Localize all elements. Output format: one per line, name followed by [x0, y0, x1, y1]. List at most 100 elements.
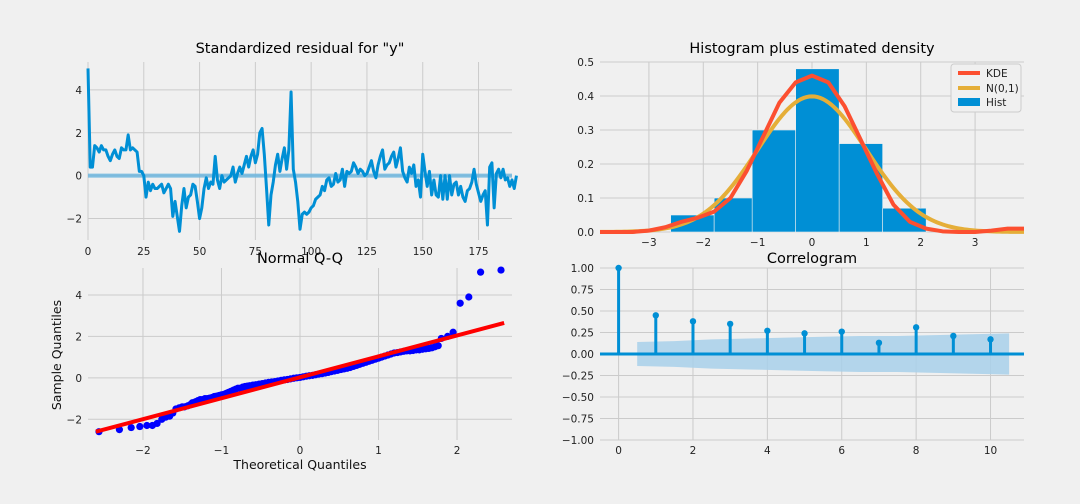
- y-tick-label: 2: [75, 128, 82, 140]
- y-tick-label: 0.3: [577, 125, 594, 137]
- qq-point: [456, 299, 464, 307]
- residual-title: Standardized residual for "y": [196, 41, 405, 57]
- x-tick-label: 1: [375, 445, 382, 457]
- histogram-bar: [713, 197, 753, 233]
- qq-panel: −2 −1 0 1 2 −2 0 2 4 Normal Q-Q Theoretical Quan…: [49, 251, 512, 472]
- qq-point: [476, 268, 485, 276]
- x-tick-label: 2: [454, 445, 461, 457]
- residual-marks: [86, 68, 518, 233]
- qq-title: Normal Q-Q: [257, 251, 343, 267]
- acf-marker: [764, 327, 771, 334]
- acf-marker: [801, 330, 808, 337]
- y-tick-label: 4: [75, 85, 82, 97]
- residual-panel: 0 25 50 75 100 125 150 175 −2 0 2 4 Standardized re…: [67, 41, 518, 258]
- y-tick-label: 4: [75, 290, 82, 302]
- x-tick-label: 4: [764, 445, 771, 457]
- y-tick-label: 0.2: [577, 159, 594, 171]
- correlogram-title: Correlogram: [767, 251, 857, 267]
- correlogram-panel: 0 2 4 6 8 10 −1.00 −0.75 −0.50 −0.25 0.00 0.25 0.50 0…: [562, 251, 1024, 457]
- x-tick-label: 50: [193, 246, 206, 258]
- x-tick-label: −1: [750, 237, 765, 249]
- histogram-title: Histogram plus estimated density: [689, 41, 935, 57]
- correlogram-marks: [600, 264, 1024, 375]
- acf-marker: [912, 324, 920, 331]
- y-tick-label: −2: [67, 214, 82, 226]
- histogram-legend: KDE N(0,1) Hist: [950, 63, 1022, 113]
- residual-plot-area: [88, 62, 512, 240]
- y-tick-label: −0.75: [562, 414, 594, 426]
- qq-reference-line: [95, 320, 505, 434]
- x-tick-label: 75: [249, 246, 262, 258]
- legend-hist-label: Hist: [986, 97, 1006, 109]
- qq-xlabel: Theoretical Quantiles: [232, 457, 366, 472]
- qq-point: [465, 293, 473, 301]
- qq-grid: [88, 268, 512, 440]
- y-tick-label: 0: [75, 373, 82, 385]
- qq-point: [497, 266, 505, 274]
- x-tick-label: 100: [301, 246, 321, 258]
- y-tick-label: −0.25: [562, 371, 594, 383]
- qq-tick-labels: −2 −1 0 1 2 −2 0 2 4: [67, 290, 461, 457]
- x-tick-label: 175: [469, 246, 489, 258]
- acf-marker: [652, 312, 659, 319]
- histogram-tick-labels: −3 −2 −1 0 1 2 3 0.0 0.1 0.2 0.3 0.4 0.5: [577, 57, 978, 249]
- qq-point: [143, 421, 151, 430]
- correlogram-tick-labels: 0 2 4 6 8 10 −1.00 −0.75 −0.50 −0.25 0.00 0.25 0.50 0…: [562, 263, 997, 457]
- x-tick-label: −2: [135, 445, 150, 457]
- histogram-panel: −3 −2 −1 0 1 2 3 0.0 0.1 0.2 0.3 0.4 0.5 Histogram p…: [577, 41, 1025, 249]
- x-tick-label: 125: [357, 246, 377, 258]
- x-tick-label: 1: [863, 237, 870, 249]
- acf-marker: [875, 339, 883, 347]
- qq-point: [127, 423, 135, 432]
- x-tick-label: 0: [85, 246, 92, 258]
- legend-normal-label: N(0,1): [986, 83, 1019, 95]
- legend-kde-label: KDE: [986, 68, 1008, 80]
- histogram-bar: [838, 143, 883, 233]
- y-tick-label: 0: [75, 171, 82, 183]
- y-tick-label: 1.00: [571, 263, 594, 275]
- x-tick-label: 2: [690, 445, 697, 457]
- acf-marker: [615, 264, 622, 272]
- y-tick-label: −0.50: [562, 392, 594, 404]
- qq-point: [434, 342, 442, 350]
- y-tick-label: 0.25: [571, 328, 594, 340]
- x-tick-label: 0: [615, 445, 622, 457]
- acf-marker: [838, 328, 845, 335]
- y-tick-label: 2: [75, 331, 82, 343]
- x-tick-label: 0: [809, 237, 816, 249]
- x-tick-label: −2: [696, 237, 711, 249]
- x-tick-label: −3: [641, 237, 656, 249]
- qq-marks: [95, 266, 505, 436]
- x-tick-label: 8: [913, 445, 920, 457]
- acf-marker: [689, 318, 697, 325]
- x-tick-label: 150: [413, 246, 433, 258]
- y-tick-label: −1.00: [562, 435, 594, 447]
- y-tick-label: 0.4: [577, 91, 594, 103]
- x-tick-label: 3: [972, 237, 979, 249]
- acf-marker: [950, 332, 957, 340]
- y-tick-label: −2: [67, 414, 82, 426]
- y-tick-label: 0.0: [577, 227, 594, 239]
- x-tick-label: −1: [214, 445, 229, 457]
- y-tick-label: 0.50: [571, 306, 594, 318]
- y-tick-label: 0.1: [577, 193, 594, 205]
- x-tick-label: 6: [838, 445, 845, 457]
- acf-marker: [726, 320, 734, 328]
- qq-point: [153, 419, 161, 428]
- y-tick-label: 0.00: [571, 349, 594, 361]
- y-tick-label: 0.5: [577, 57, 594, 69]
- acf-marker: [987, 336, 994, 343]
- residual-tick-labels: 0 25 50 75 100 125 150 175 −2 0 2 4: [67, 85, 489, 258]
- qq-point: [136, 422, 144, 431]
- x-tick-label: 10: [984, 445, 997, 457]
- x-tick-label: 2: [917, 237, 924, 249]
- histogram-bar: [795, 68, 840, 233]
- residual-line: [86, 68, 518, 233]
- y-tick-label: 0.75: [571, 285, 594, 297]
- kde-line: [600, 73, 1024, 234]
- histogram-marks: [599, 68, 1025, 234]
- x-tick-label: 0: [297, 445, 304, 457]
- x-tick-label: 25: [137, 246, 150, 258]
- qq-ylabel: Sample Quantiles: [49, 300, 64, 410]
